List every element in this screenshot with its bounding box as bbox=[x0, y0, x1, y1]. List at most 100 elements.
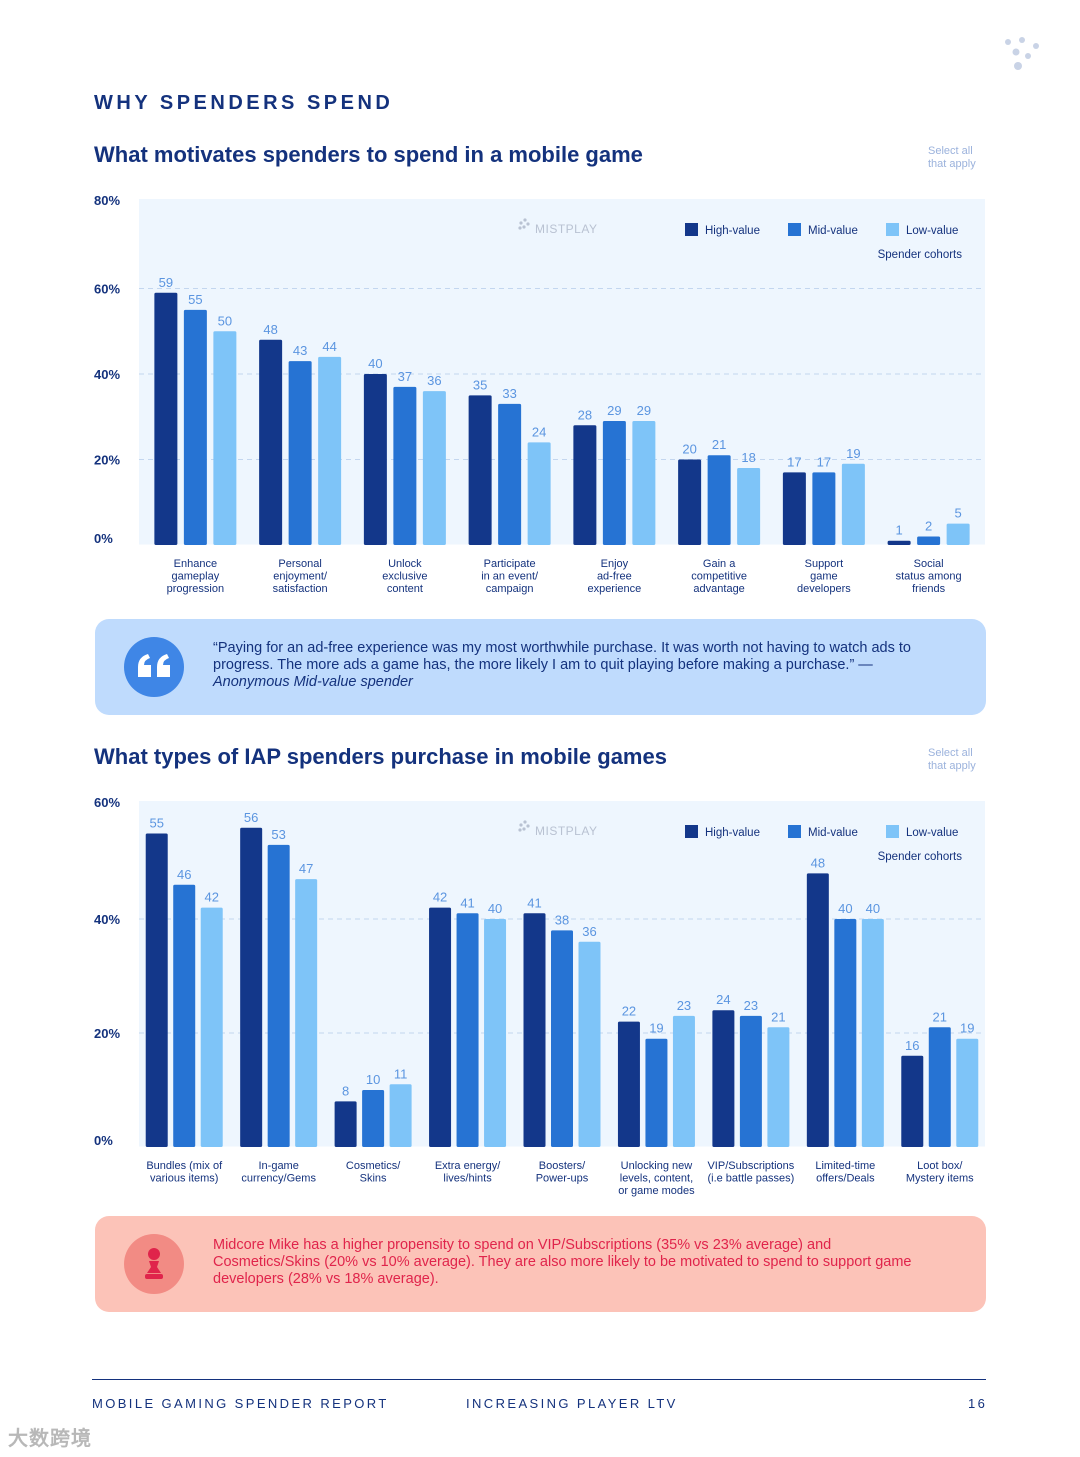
legend-label: Mid-value bbox=[808, 827, 858, 839]
watermark-brand: MISTPLAY bbox=[535, 222, 597, 236]
bar-high-value bbox=[363, 374, 387, 545]
data-label: 24 bbox=[532, 424, 546, 439]
data-label: 56 bbox=[244, 810, 258, 825]
legend-label: Low-value bbox=[906, 827, 958, 839]
x-tick-label: content bbox=[387, 583, 423, 595]
data-label: 46 bbox=[177, 867, 191, 882]
bar-low-value bbox=[422, 391, 446, 545]
quote-badge bbox=[124, 637, 184, 697]
bar-low-value bbox=[389, 1084, 412, 1147]
bar-high-value bbox=[334, 1101, 357, 1147]
x-tick-label: enjoyment/ bbox=[273, 571, 328, 583]
bar-low-value bbox=[737, 468, 761, 545]
x-tick-label: Bundles (mix of bbox=[146, 1160, 223, 1172]
data-label: 42 bbox=[433, 890, 447, 905]
data-label: 42 bbox=[204, 890, 218, 905]
legend-label: High-value bbox=[705, 827, 760, 839]
watermark-dot bbox=[518, 226, 522, 230]
data-label: 44 bbox=[322, 339, 336, 354]
bar-mid-value bbox=[456, 913, 479, 1147]
x-tick-label: progression bbox=[167, 583, 224, 595]
bar-mid-value bbox=[645, 1038, 668, 1147]
watermark-dot bbox=[519, 823, 523, 827]
quote-text: “Paying for an ad-free experience was my… bbox=[213, 640, 911, 690]
bar-mid-value bbox=[393, 386, 417, 545]
legend-swatch bbox=[685, 825, 698, 838]
data-label: 48 bbox=[263, 322, 277, 337]
chart-1-select-note: Select all that apply bbox=[928, 145, 976, 170]
data-label: 5 bbox=[955, 506, 962, 521]
footer-report-title: MOBILE GAMING SPENDER REPORT bbox=[92, 1396, 389, 1411]
data-label: 40 bbox=[838, 901, 852, 916]
data-label: 8 bbox=[342, 1083, 349, 1098]
bar-mid-value bbox=[173, 884, 196, 1147]
x-tick-label: Mystery items bbox=[906, 1173, 974, 1185]
x-tick-label: Gain a bbox=[703, 558, 736, 570]
x-tick-label: Unlock bbox=[388, 558, 422, 570]
x-tick-label: various items) bbox=[150, 1173, 218, 1185]
data-label: 40 bbox=[368, 356, 382, 371]
bar-low-value bbox=[841, 463, 865, 545]
footer-section-title: INCREASING PLAYER LTV bbox=[466, 1396, 678, 1411]
bar-high-value bbox=[782, 472, 806, 545]
data-label: 48 bbox=[811, 855, 825, 870]
x-tick-label: (i.e battle passes) bbox=[707, 1173, 794, 1185]
bar-low-value bbox=[767, 1027, 790, 1147]
data-label: 53 bbox=[271, 827, 285, 842]
x-tick-label: friends bbox=[912, 583, 946, 595]
persona-badge bbox=[124, 1234, 184, 1294]
data-label: 41 bbox=[527, 895, 541, 910]
bar-mid-value bbox=[812, 472, 836, 545]
x-tick-label: Enhance bbox=[174, 558, 217, 570]
data-label: 19 bbox=[649, 1021, 663, 1036]
y-tick-label: 20% bbox=[94, 453, 120, 468]
x-tick-label: Social bbox=[914, 558, 944, 570]
y-tick-label: 60% bbox=[94, 282, 120, 297]
data-label: 17 bbox=[817, 454, 831, 469]
data-label: 21 bbox=[771, 1009, 785, 1024]
bar-low-value bbox=[200, 907, 223, 1147]
data-label: 33 bbox=[502, 386, 516, 401]
x-tick-label: Enjoy bbox=[601, 558, 629, 570]
insight-text: Midcore Mike has a higher propensity to … bbox=[213, 1237, 912, 1287]
data-label: 18 bbox=[741, 450, 755, 465]
x-tick-label: Participate bbox=[484, 558, 536, 570]
bar-mid-value bbox=[917, 536, 941, 545]
x-tick-label: Support bbox=[805, 558, 844, 570]
x-tick-label: Unlocking new bbox=[621, 1160, 693, 1172]
watermark-dot bbox=[523, 218, 527, 222]
data-label: 19 bbox=[960, 1021, 974, 1036]
bar-high-value bbox=[145, 833, 168, 1147]
bar-high-value bbox=[259, 339, 283, 545]
data-label: 35 bbox=[473, 377, 487, 392]
bar-low-value bbox=[484, 919, 507, 1147]
quote-icon bbox=[138, 654, 170, 677]
data-label: 36 bbox=[427, 373, 441, 388]
legend-swatch bbox=[788, 223, 801, 236]
data-label: 29 bbox=[637, 403, 651, 418]
persona-insight-callout: Midcore Mike has a higher propensity to … bbox=[95, 1216, 986, 1312]
data-label: 47 bbox=[299, 861, 313, 876]
bar-high-value bbox=[573, 425, 597, 545]
x-tick-label: advantage bbox=[693, 583, 744, 595]
y-tick-label: 40% bbox=[94, 912, 120, 927]
x-tick-label: campaign bbox=[486, 583, 534, 595]
bar-high-value bbox=[712, 1010, 735, 1147]
legend-label: High-value bbox=[705, 225, 760, 237]
x-tick-label: In-game bbox=[258, 1160, 298, 1172]
x-tick-label: Extra energy/ bbox=[435, 1160, 501, 1172]
x-tick-label: exclusive bbox=[382, 571, 427, 583]
x-tick-label: or game modes bbox=[618, 1185, 695, 1197]
bar-low-value bbox=[318, 356, 342, 545]
watermark-dot bbox=[518, 828, 522, 832]
bar-mid-value bbox=[267, 844, 290, 1147]
y-tick-label: 0% bbox=[94, 1133, 113, 1148]
bar-low-value bbox=[527, 442, 551, 545]
page-number: 16 bbox=[968, 1396, 988, 1411]
data-label: 23 bbox=[744, 998, 758, 1013]
data-label: 37 bbox=[398, 369, 412, 384]
x-tick-label: lives/hints bbox=[443, 1173, 492, 1185]
x-tick-label: Personal bbox=[278, 558, 321, 570]
bar-mid-value bbox=[551, 930, 573, 1147]
quote-attribution: Anonymous Mid-value spender bbox=[213, 674, 413, 690]
